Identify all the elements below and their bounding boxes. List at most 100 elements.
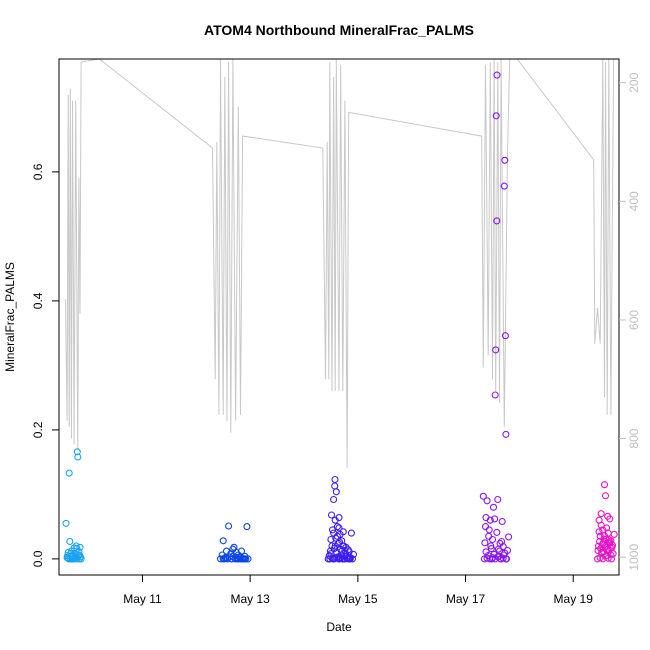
data-point-series-4 — [501, 156, 509, 164]
data-point-series-2 — [225, 522, 233, 530]
data-point-series-3 — [335, 514, 343, 522]
data-point-series-3 — [330, 495, 338, 504]
data-point-series-3 — [331, 482, 339, 490]
data-point-series-4 — [489, 503, 498, 511]
y-axis-label: MineralFrac_PALMS — [3, 262, 17, 372]
data-points-layer — [62, 71, 618, 563]
data-point-series-3 — [346, 555, 354, 563]
data-point-series-4 — [492, 346, 500, 354]
data-point-series-4 — [486, 516, 494, 524]
data-point-series-3 — [341, 546, 349, 555]
data-point-series-4 — [491, 391, 499, 399]
plot-area — [58, 58, 620, 576]
data-point-series-4 — [493, 71, 501, 79]
data-point-series-4 — [488, 555, 496, 563]
data-point-series-4 — [498, 537, 506, 546]
data-point-series-4 — [501, 549, 509, 557]
data-point-series-4 — [485, 526, 493, 534]
data-point-series-4 — [505, 533, 513, 541]
x-axis-label: Date — [326, 620, 352, 634]
data-point-series-5 — [606, 538, 614, 546]
y-axis: 0.0 0.2 0.4 0.6 — [31, 163, 59, 567]
data-point-series-4 — [483, 497, 491, 505]
data-point-series-1 — [66, 555, 74, 563]
data-point-series-2 — [237, 547, 246, 555]
data-point-series-3 — [339, 528, 347, 536]
data-point-series-5 — [603, 524, 611, 532]
y-tick-label: 0.4 — [31, 292, 45, 309]
x-tick-label: May 19 — [554, 592, 594, 606]
data-point-series-3 — [331, 475, 339, 484]
data-point-series-4 — [494, 545, 502, 553]
data-point-series-5 — [610, 530, 618, 538]
data-point-series-4 — [501, 332, 509, 340]
y-tick-label: 0.0 — [31, 550, 45, 567]
y-tick-label: 0.6 — [31, 163, 45, 180]
data-point-series-1 — [62, 519, 70, 527]
data-point-series-1 — [73, 555, 81, 563]
secondary-y-tick-label: 400 — [627, 191, 641, 211]
data-point-series-3 — [332, 488, 340, 496]
data-point-series-1 — [75, 551, 84, 559]
data-point-series-3 — [327, 511, 336, 519]
secondary-y-tick-label: 200 — [627, 72, 641, 92]
data-point-series-3 — [327, 550, 335, 558]
data-point-series-5 — [600, 535, 608, 543]
data-point-series-5 — [606, 515, 614, 523]
data-point-series-2 — [243, 523, 251, 531]
data-point-series-5 — [601, 492, 610, 500]
data-point-series-4 — [482, 548, 490, 556]
data-point-series-5 — [600, 532, 609, 540]
data-point-series-1 — [74, 453, 82, 461]
data-point-series-4 — [502, 430, 510, 438]
data-point-series-1 — [76, 543, 84, 551]
data-point-series-3 — [340, 542, 348, 550]
chart-title: ATOM4 Northbound MineralFrac_PALMS — [204, 22, 474, 38]
secondary-y-tick-label: 800 — [627, 428, 641, 448]
x-tick-label: May 17 — [446, 592, 486, 606]
x-tick-label: May 15 — [338, 592, 378, 606]
secondary-y-tick-label: 1000 — [627, 544, 641, 571]
data-point-series-5 — [595, 528, 603, 536]
data-point-series-4 — [485, 532, 493, 540]
pressure-series-line — [65, 59, 615, 469]
data-point-series-4 — [494, 495, 502, 504]
data-point-series-4 — [488, 535, 497, 544]
data-point-series-4 — [492, 112, 500, 120]
x-axis: May 11 May 13 May 15 May 17 May 19 — [123, 575, 593, 606]
y-tick-label: 0.2 — [31, 421, 45, 438]
data-point-series-4 — [491, 515, 499, 523]
data-point-series-2 — [234, 555, 242, 563]
x-tick-label: May 13 — [230, 592, 270, 606]
secondary-y-tick-label: 600 — [627, 310, 641, 330]
data-point-series-4 — [479, 492, 487, 500]
data-point-series-4 — [493, 528, 501, 536]
data-point-series-4 — [481, 523, 490, 531]
pressure-line-layer — [65, 59, 615, 469]
data-point-series-3 — [344, 546, 352, 554]
data-point-series-4 — [487, 542, 495, 550]
data-point-series-1 — [65, 469, 73, 477]
data-point-series-2 — [219, 537, 227, 545]
data-point-series-3 — [330, 529, 338, 537]
data-point-series-2 — [229, 545, 237, 553]
x-tick-label: May 11 — [123, 592, 162, 606]
data-point-series-3 — [335, 524, 343, 532]
data-point-series-2 — [238, 555, 246, 563]
data-point-series-3 — [333, 523, 341, 531]
data-point-series-5 — [600, 481, 609, 489]
data-point-series-5 — [607, 551, 615, 559]
data-point-series-1 — [66, 537, 74, 546]
data-point-series-3 — [327, 535, 335, 544]
data-point-series-3 — [347, 529, 355, 537]
data-point-series-5 — [604, 545, 612, 553]
data-point-series-4 — [493, 217, 501, 225]
data-point-series-4 — [500, 182, 508, 190]
data-point-series-1 — [73, 448, 81, 456]
data-point-series-4 — [481, 539, 489, 547]
data-point-series-4 — [498, 517, 506, 526]
data-point-series-5 — [597, 510, 605, 518]
secondary-y-axis: 200 400 600 800 1000 — [619, 72, 641, 571]
data-point-series-3 — [335, 538, 344, 546]
